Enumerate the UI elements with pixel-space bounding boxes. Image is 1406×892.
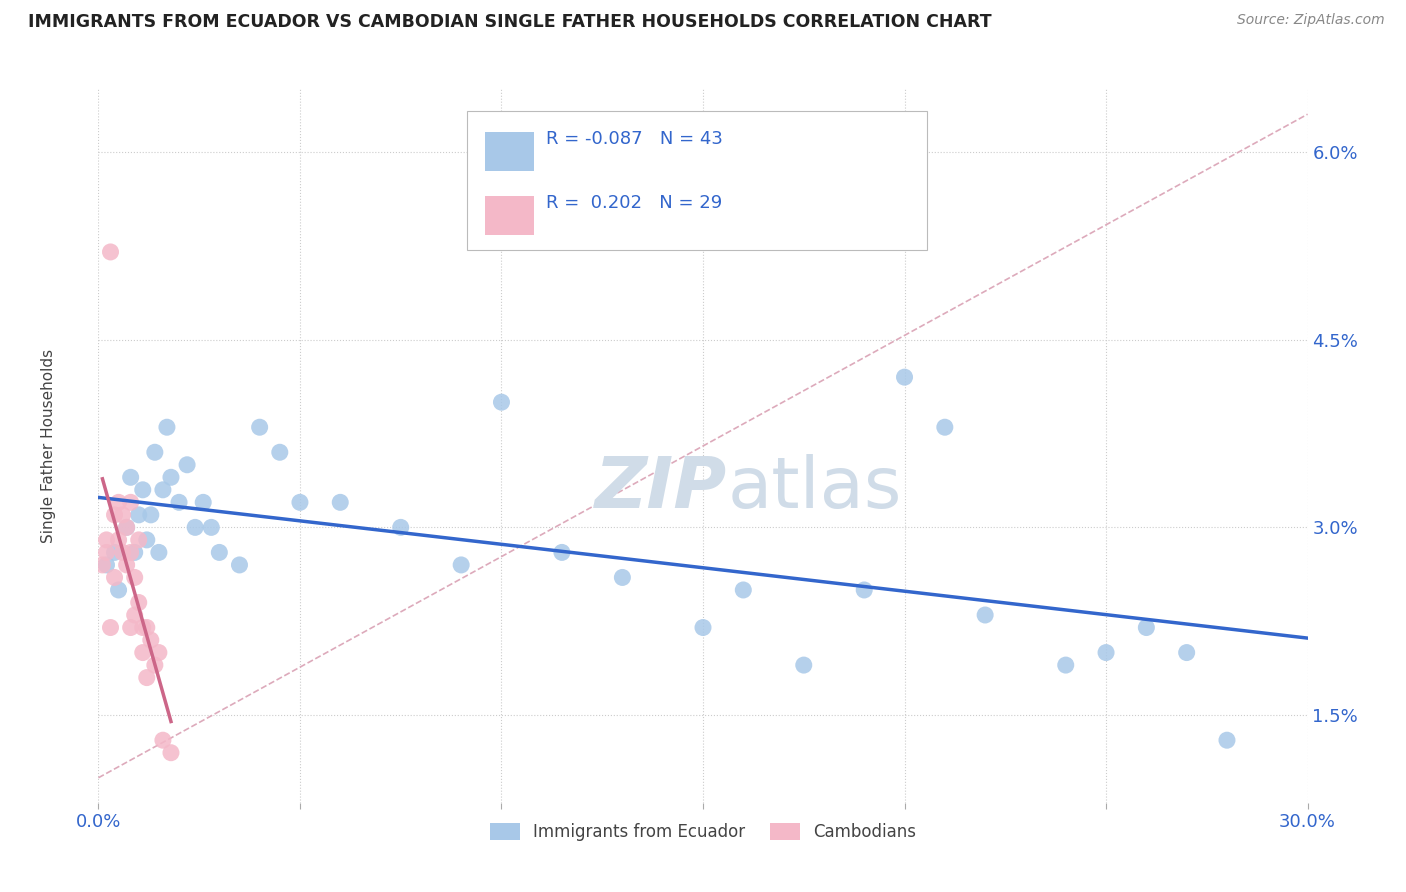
Point [111,545,134,559]
Point [167,495,190,509]
Point [893,370,915,384]
Legend: Immigrants from Ecuador, Cambodians: Immigrants from Ecuador, Cambodians [482,816,924,848]
Point [612,570,634,584]
Point [143,445,166,459]
Point [100,244,122,259]
Point [103,508,125,522]
Point [120,495,142,509]
Point [184,520,207,534]
Point [103,570,125,584]
Point [733,582,755,597]
Point [103,545,125,559]
Text: R = -0.087   N = 43: R = -0.087 N = 43 [546,130,723,148]
Point [853,582,876,597]
Point [249,420,271,434]
Point [120,470,142,484]
Point [551,545,574,559]
Point [91,558,114,572]
Point [152,483,174,497]
Point [148,646,170,660]
FancyBboxPatch shape [467,111,927,250]
Point [200,520,222,534]
Point [132,483,155,497]
Text: Source: ZipAtlas.com: Source: ZipAtlas.com [1237,13,1385,28]
Point [329,495,352,509]
Point [450,558,472,572]
Point [1054,658,1077,673]
Point [132,621,155,635]
Point [128,508,150,522]
Text: ZIP: ZIP [595,454,727,524]
Point [115,520,138,534]
Bar [485,196,534,235]
Point [139,633,162,648]
Point [692,621,714,635]
Point [793,658,815,673]
Point [1135,621,1157,635]
Point [269,445,291,459]
Bar [485,132,534,171]
Point [491,395,513,409]
Point [107,533,129,547]
Point [124,570,146,584]
Point [160,470,183,484]
Point [143,658,166,673]
Text: IMMIGRANTS FROM ECUADOR VS CAMBODIAN SINGLE FATHER HOUSEHOLDS CORRELATION CHART: IMMIGRANTS FROM ECUADOR VS CAMBODIAN SIN… [28,13,991,31]
Point [115,520,138,534]
Point [100,621,122,635]
Text: atlas: atlas [727,454,901,524]
Y-axis label: Single Father Households: Single Father Households [41,349,56,543]
Point [193,495,215,509]
Point [111,508,134,522]
Point [120,621,142,635]
Point [124,545,146,559]
Point [132,646,155,660]
Point [115,558,138,572]
Point [152,733,174,747]
Point [107,582,129,597]
Point [176,458,198,472]
Point [1216,733,1239,747]
Point [208,545,231,559]
Point [228,558,250,572]
Point [128,533,150,547]
Point [107,495,129,509]
Point [124,607,146,622]
Point [288,495,311,509]
Point [128,595,150,609]
Point [135,533,157,547]
Point [148,545,170,559]
Point [135,671,157,685]
Point [1095,646,1118,660]
Text: R =  0.202   N = 29: R = 0.202 N = 29 [546,194,723,212]
Point [96,545,118,559]
Point [96,533,118,547]
Point [974,607,997,622]
Point [1175,646,1198,660]
Point [156,420,179,434]
Point [389,520,412,534]
Point [96,558,118,572]
Point [139,508,162,522]
Point [934,420,956,434]
Point [135,621,157,635]
Point [120,545,142,559]
Point [160,746,183,760]
